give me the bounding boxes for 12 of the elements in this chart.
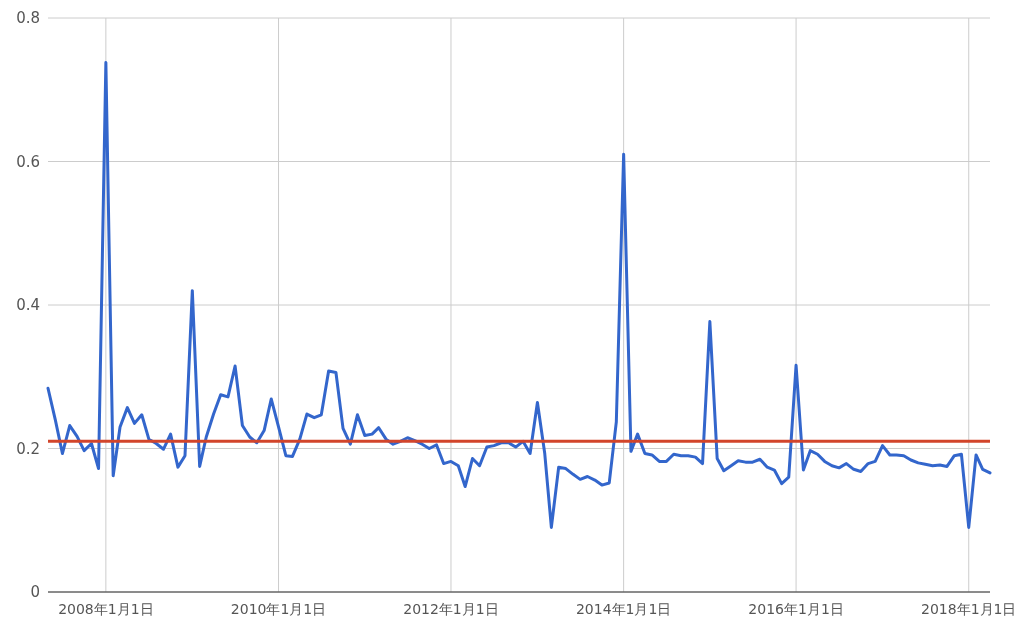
line-series <box>46 60 992 529</box>
y-tick-label: 0.6 <box>16 152 40 171</box>
y-tick-label: 0.8 <box>16 9 40 27</box>
x-tick-label: 2018年1月1日 <box>921 601 1017 617</box>
x-tick-label: 2016年1月1日 <box>748 601 844 617</box>
x-tick-label: 2012年1月1日 <box>403 601 499 617</box>
y-tick-label: 0.2 <box>16 439 40 458</box>
x-tick-label: 2014年1月1日 <box>575 601 672 617</box>
y-tick-label: 0.4 <box>16 296 40 314</box>
x-tick-label: 2008年1月1日 <box>58 601 154 617</box>
y-tick-label: 0 <box>30 583 40 601</box>
x-tick-label: 2010年1月1日 <box>230 601 327 617</box>
